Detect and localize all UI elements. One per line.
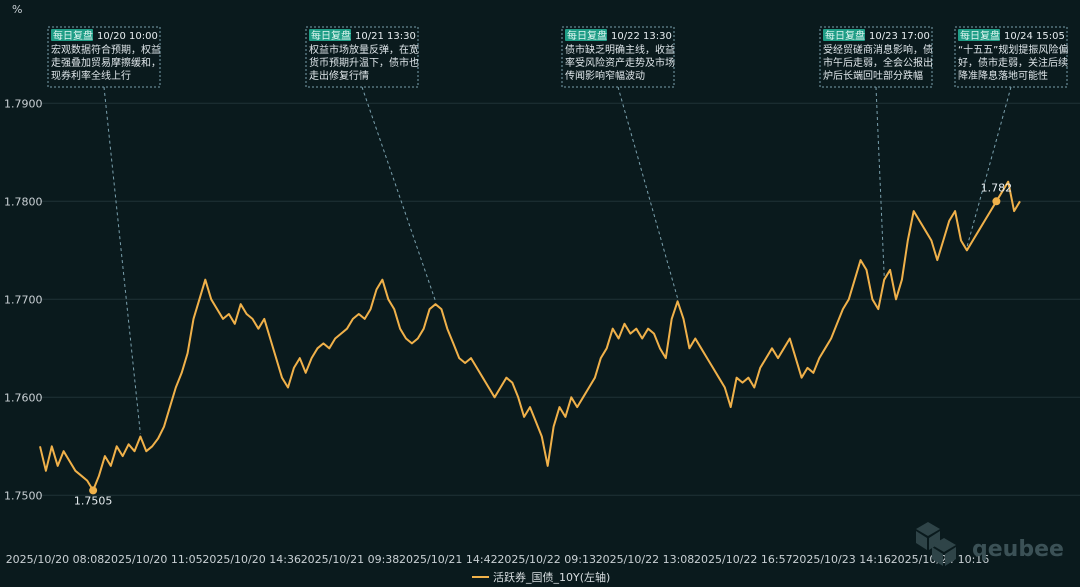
annotation-time: 10/20 10:00: [97, 31, 158, 42]
annotation-tag-bg: [309, 29, 351, 41]
annotation-text: 炉后长端回吐部分跌幅: [823, 69, 923, 82]
x-tick-label: 2025/10/20 11:05: [104, 553, 203, 566]
x-tick-labels: 2025/10/20 08:08 2025/10/20 11:05 2025/10/…: [6, 553, 990, 566]
y-tick-label: 1.7600: [4, 391, 43, 404]
x-tick-label: 2025/10/20 14:36: [202, 553, 301, 566]
annotation-boxes: 每日复盘 10/20 10:00宏观数据符合预期，权益走强叠加贸易摩擦缓和，现券利…: [47, 26, 1068, 88]
extreme-point: [992, 197, 1001, 206]
x-tick-label: 2025/10/21 14:42: [399, 553, 498, 566]
annotation-tag: 每日复盘: [825, 29, 865, 42]
y-tick-label: 1.7800: [4, 195, 43, 208]
annotation-text: 好，债市走弱，关注后续: [958, 56, 1068, 69]
annotation-tag: 每日复盘: [567, 29, 607, 42]
y-tick-label: 1.7700: [4, 293, 43, 306]
annotation-box: 每日复盘 10/22 13:30债市缺乏明确主线，收益率受风险资产走势及市场传闻影…: [561, 26, 675, 88]
annotation-tag: 每日复盘: [960, 29, 1000, 42]
annotation-text: 降准降息落地可能性: [958, 69, 1048, 82]
watermark-logo: qeubee: [916, 522, 1064, 566]
legend[interactable]: 活跃券_国债_10Y(左轴): [472, 570, 610, 584]
annotation-text: 走出修复行情: [309, 69, 369, 82]
annotation-text: 传闻影响窄幅波动: [565, 69, 645, 82]
annotation-tag: 每日复盘: [53, 29, 93, 42]
annotation-text: 宏观数据符合预期，权益: [51, 43, 161, 56]
y-tick-labels: 1.7500 1.7600 1.7700 1.7800 1.7900: [4, 97, 43, 502]
annotation-text: 率受风险资产走势及市场: [565, 56, 675, 69]
cube-logo-icon: [916, 522, 956, 566]
annotation-time: 10/24 15:05: [1004, 31, 1065, 42]
annotation-tag-bg: [565, 29, 607, 41]
annotation-text: 债市缺乏明确主线，收益: [565, 43, 675, 56]
x-tick-label: 2025/10/21 09:38: [301, 553, 400, 566]
annotation-time: 10/22 13:30: [611, 31, 672, 42]
extreme-label: 1.782: [981, 181, 1013, 194]
annotation-text: 市午后走弱，全会公报出: [823, 56, 933, 69]
annotation-time: 10/21 13:30: [355, 31, 416, 42]
annotation-leaders: [103, 86, 1012, 434]
legend-label: 活跃券_国债_10Y(左轴): [493, 570, 610, 584]
annotation-tag-bg: [51, 29, 93, 41]
extreme-point: [89, 486, 98, 495]
annotation-box: 每日复盘 10/24 15:05“十五五”规划提振风险偏好，债市走弱，关注后续降准…: [954, 26, 1068, 88]
annotation-box: 每日复盘 10/21 13:30权益市场放量反弹，在宽货币预期升温下，债市也走出修…: [305, 26, 419, 88]
x-tick-label: 2025/10/23 14:16: [792, 553, 891, 566]
y-tick-label: 1.7900: [4, 97, 43, 110]
extreme-label: 1.7505: [74, 494, 113, 507]
grid-layer: [40, 102, 1080, 496]
x-tick-label: 2025/10/22 13:08: [596, 553, 695, 566]
annotation-leader: [617, 86, 679, 299]
series-line: [39, 180, 1021, 492]
annotation-leader: [966, 86, 1012, 248]
annotation-tag: 每日复盘: [311, 29, 351, 42]
annotation-text: “十五五”规划提振风险偏: [958, 43, 1068, 56]
annotation-tag-bg: [958, 29, 1000, 41]
annotation-text: 权益市场放量反弹，在宽: [309, 43, 419, 56]
annotation-text: 走强叠加贸易摩擦缓和，: [51, 56, 161, 69]
annotation-text: 受经贸磋商消息影响，债: [823, 43, 933, 56]
x-tick-label: 2025/10/20 08:08: [6, 553, 105, 566]
annotation-box: 每日复盘 10/23 17:00受经贸磋商消息影响，债市午后走弱，全会公报出炉后长…: [819, 26, 933, 88]
y-axis-unit: %: [12, 3, 22, 16]
extreme-points: 1.7505 1.782: [74, 181, 1012, 507]
y-tick-label: 1.7500: [4, 489, 43, 502]
watermark-text: qeubee: [972, 537, 1064, 562]
x-tick-label: 2025/10/22 09:13: [497, 553, 596, 566]
annotation-tag-bg: [823, 29, 865, 41]
annotation-leader: [875, 86, 885, 277]
x-tick-label: 2025/10/22 16:57: [694, 553, 793, 566]
annotation-leader: [361, 86, 437, 302]
annotation-box: 每日复盘 10/20 10:00宏观数据符合预期，权益走强叠加贸易摩擦缓和，现券利…: [47, 26, 161, 88]
annotation-text: 货币预期升温下，债市也: [309, 56, 419, 69]
annotation-time: 10/23 17:00: [869, 31, 930, 42]
annotation-text: 现券利率全线上行: [51, 69, 131, 82]
annotation-leader: [103, 86, 141, 434]
